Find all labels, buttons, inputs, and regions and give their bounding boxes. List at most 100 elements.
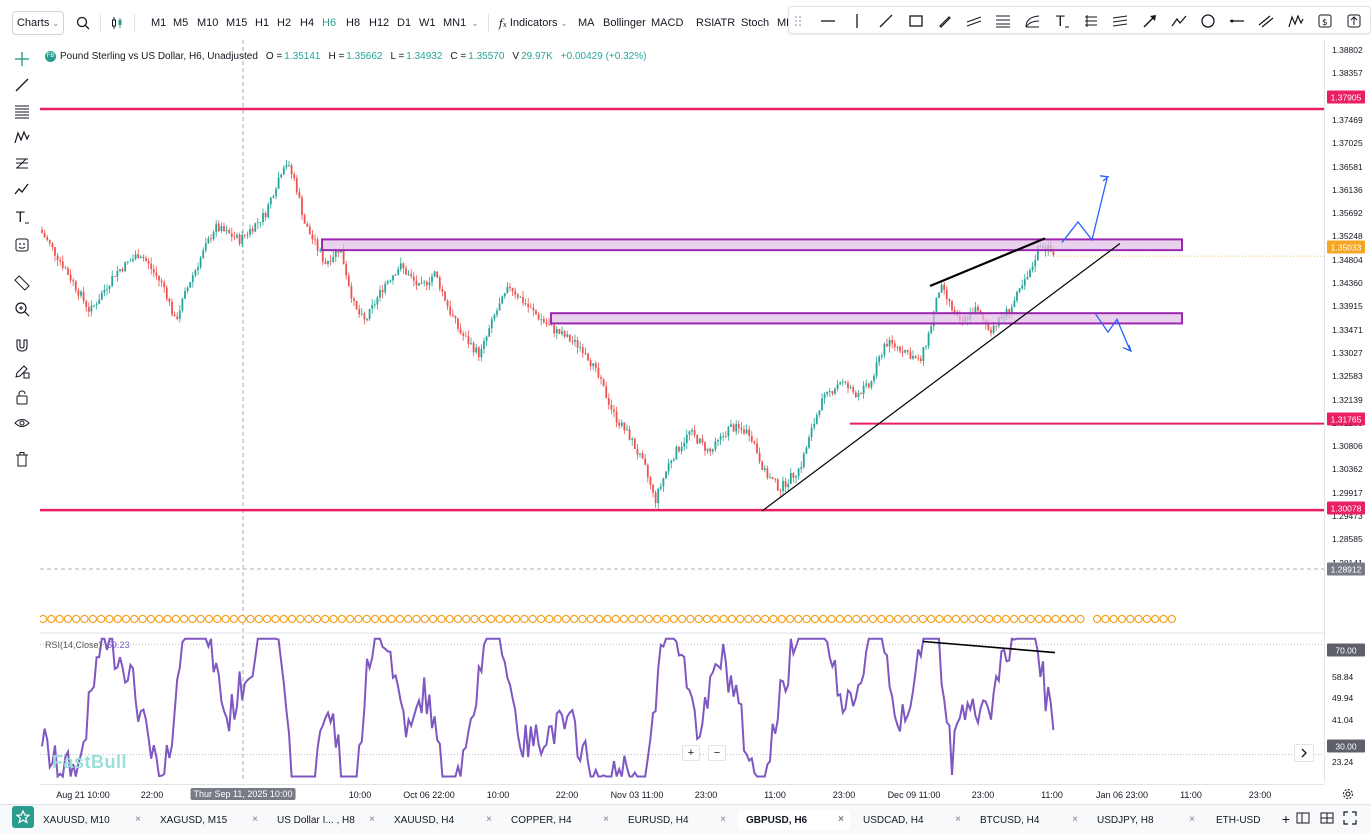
- chart-canvas[interactable]: [40, 40, 1324, 782]
- new-tab-button[interactable]: +: [1278, 811, 1294, 827]
- fib-tool[interactable]: [11, 100, 33, 122]
- symbol-tab[interactable]: GBPUSD, H6 ×: [738, 810, 850, 830]
- timeframe-mn1[interactable]: MN1: [443, 17, 467, 29]
- crosshair-tool[interactable]: [11, 48, 33, 70]
- fullscreen-button[interactable]: [1343, 811, 1357, 825]
- symbol-tab[interactable]: EURUSD, H4 ×: [620, 810, 732, 830]
- timeframe-m10[interactable]: M10: [197, 17, 219, 29]
- search-button[interactable]: [74, 11, 92, 35]
- symbol-tab[interactable]: BTCUSD, H4 ×: [972, 810, 1084, 830]
- emoji-tool[interactable]: [11, 234, 33, 256]
- close-tab-icon[interactable]: ×: [135, 814, 141, 825]
- close-tab-icon[interactable]: ×: [369, 814, 375, 825]
- timeframe-more-button[interactable]: ⌄: [470, 11, 480, 35]
- close-tab-icon[interactable]: ×: [252, 814, 258, 825]
- zoom-in-button[interactable]: +: [682, 745, 700, 761]
- zoom-out-button[interactable]: −: [708, 745, 726, 761]
- timeframe-h4[interactable]: H4: [300, 17, 315, 29]
- rectangle-tool[interactable]: [905, 10, 927, 32]
- indicators-button[interactable]: fx Indicators ⌄: [498, 11, 568, 35]
- indicator-atr[interactable]: ATR: [714, 17, 736, 29]
- symbol-tab[interactable]: ETH-USD: [1208, 810, 1264, 830]
- symbol-tab[interactable]: COPPER, H4 ×: [503, 810, 615, 830]
- regression-tool[interactable]: [1109, 10, 1131, 32]
- measure-tool[interactable]: [1343, 10, 1365, 32]
- line-tool[interactable]: [11, 74, 33, 96]
- ray-tool[interactable]: [1226, 10, 1248, 32]
- indicator-bollinger[interactable]: Bollinger: [603, 17, 646, 29]
- pattern-tool[interactable]: [1285, 10, 1307, 32]
- indicator-ma[interactable]: MA: [578, 17, 595, 29]
- zoom-tool[interactable]: [11, 298, 33, 320]
- drag-handle[interactable]: [793, 10, 803, 32]
- fib-fan-tool[interactable]: [1021, 10, 1043, 32]
- delete-drawings-tool[interactable]: [11, 448, 33, 470]
- path-tool[interactable]: [1168, 10, 1190, 32]
- close-tab-icon[interactable]: ×: [720, 814, 726, 825]
- timeframe-m5[interactable]: M5: [173, 17, 189, 29]
- lock-drawings-tool[interactable]: [11, 386, 33, 408]
- chart-type-button[interactable]: [108, 11, 126, 35]
- candle-body: [277, 177, 280, 189]
- timeframe-h12[interactable]: H12: [369, 17, 390, 29]
- extended-line-tool[interactable]: [1255, 10, 1277, 32]
- price-scale[interactable]: 1.38802 1.38357 1.37469 1.37025 1.36581 1.361…: [1324, 40, 1371, 782]
- close-tab-icon[interactable]: ×: [603, 814, 609, 825]
- fib-retracement-tool[interactable]: [992, 10, 1014, 32]
- timeframe-d1[interactable]: D1: [397, 17, 412, 29]
- indicator-macd[interactable]: MACD: [651, 17, 684, 29]
- indicator-stoch[interactable]: Stoch: [741, 17, 770, 29]
- close-tab-icon[interactable]: ×: [486, 814, 492, 825]
- close-tab-icon[interactable]: ×: [1072, 814, 1078, 825]
- indicator-rsi[interactable]: RSI: [696, 17, 715, 29]
- close-tab-icon[interactable]: ×: [955, 814, 961, 825]
- arrow-tool[interactable]: [1139, 10, 1161, 32]
- close-tab-icon[interactable]: ×: [1189, 814, 1195, 825]
- magnet-tool[interactable]: [11, 334, 33, 356]
- brush-tool[interactable]: [934, 10, 956, 32]
- drawing-mode-tool[interactable]: [11, 360, 33, 382]
- circle-tool[interactable]: [1197, 10, 1219, 32]
- symbol-tab[interactable]: USDCAD, H4 ×: [855, 810, 967, 830]
- symbol-tab[interactable]: XAUUSD, M10 ×: [35, 810, 147, 830]
- tile-button[interactable]: [1320, 811, 1334, 825]
- candle-body: [600, 377, 602, 379]
- timeframe-m1[interactable]: M1: [151, 17, 167, 29]
- symbol-tab[interactable]: US Dollar I... , H8 ×: [269, 810, 381, 830]
- brush-tool[interactable]: [11, 178, 33, 200]
- timeframe-w1[interactable]: W1: [419, 17, 436, 29]
- text-tool[interactable]: T: [1051, 10, 1073, 32]
- watchlist-button[interactable]: [12, 806, 34, 828]
- symbol-tab[interactable]: XAUUSD, H4 ×: [386, 810, 498, 830]
- timeframe-h1[interactable]: H1: [255, 17, 270, 29]
- timeframe-h6[interactable]: H6: [322, 17, 337, 29]
- forecast-tool[interactable]: [11, 152, 33, 174]
- time-axis[interactable]: Aug 21 10:00 22:00 10:00 Oct 06 22:00 10:00 2…: [40, 784, 1324, 804]
- symbol-tab[interactable]: XAGUSD, M15 ×: [152, 810, 264, 830]
- horizontal-line-tool[interactable]: [817, 10, 839, 32]
- symbol-tab[interactable]: USDJPY, H8 ×: [1089, 810, 1201, 830]
- symbol-title[interactable]: Pound Sterling vs US Dollar, H6, Unadjus…: [60, 50, 258, 62]
- candle-body: [381, 289, 384, 293]
- close-tab-icon[interactable]: ×: [838, 814, 844, 825]
- chart-settings-button[interactable]: [1340, 787, 1356, 801]
- ruler-tool[interactable]: [11, 272, 33, 294]
- parallel-channel-tool[interactable]: [963, 10, 985, 32]
- rsi-legend[interactable]: RSI(14,Close) 59.23: [45, 640, 130, 650]
- event-marker: [711, 614, 720, 624]
- timeframe-h8[interactable]: H8: [346, 17, 361, 29]
- hide-drawings-tool[interactable]: [11, 412, 33, 434]
- timeframe-m15[interactable]: M15: [226, 17, 248, 29]
- charts-menu-button[interactable]: Charts ⌄: [12, 11, 64, 35]
- pitchfork-tool[interactable]: [1080, 10, 1102, 32]
- candle-body: [420, 282, 423, 284]
- layout-button[interactable]: [1296, 811, 1310, 825]
- text-tool[interactable]: T: [11, 206, 33, 228]
- timeframe-h2[interactable]: H2: [277, 17, 292, 29]
- price-range-tool[interactable]: $: [1314, 10, 1336, 32]
- vertical-line-tool[interactable]: [846, 10, 868, 32]
- pattern-tool[interactable]: [11, 126, 33, 148]
- trend-line-tool[interactable]: [875, 10, 897, 32]
- scroll-to-latest-button[interactable]: [1294, 744, 1314, 762]
- candle-body: [165, 287, 168, 299]
